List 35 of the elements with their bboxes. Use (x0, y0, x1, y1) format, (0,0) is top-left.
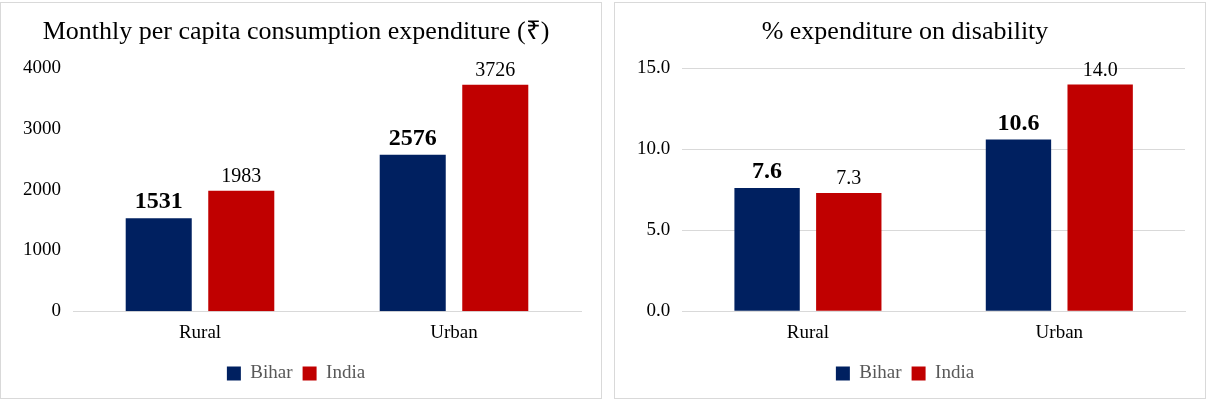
bar (462, 84, 529, 312)
data-label: 7.3 (836, 166, 862, 189)
x-tick-label: Rural (786, 320, 830, 342)
y-tick-label: 4000 (23, 56, 61, 78)
y-tick-label: 1000 (23, 238, 61, 260)
bar (125, 218, 192, 312)
legend-label: Bihar (250, 361, 294, 383)
bar (208, 190, 275, 312)
y-tick-label: 0 (51, 299, 61, 321)
x-tick-label: Urban (1035, 320, 1084, 342)
data-label: 10.6 (997, 108, 1040, 135)
legend-label: India (326, 361, 366, 383)
y-tick-label: 10.0 (637, 137, 671, 159)
data-label: 14.0 (1082, 57, 1118, 80)
legend-label: Bihar (859, 361, 903, 383)
bar (379, 154, 446, 312)
x-tick-label: Rural (178, 320, 222, 342)
data-label: 1531 (134, 187, 183, 214)
data-label: 7.6 (752, 157, 783, 184)
data-label: 1983 (221, 163, 262, 186)
bar (734, 188, 800, 311)
y-tick-label: 15.0 (637, 56, 671, 78)
y-tick-label: 5.0 (646, 218, 671, 240)
y-tick-label: 0.0 (646, 299, 671, 321)
x-tick-label: Urban (430, 320, 479, 342)
y-tick-label: 3000 (23, 116, 61, 138)
y-tick-label: 2000 (23, 177, 61, 199)
data-label: 2576 (388, 123, 437, 150)
chart-title: Monthly per capita consumption expenditure (₹) (42, 16, 550, 46)
bar (816, 192, 882, 311)
chart-title: % expenditure on disability (761, 16, 1049, 46)
bar (1067, 84, 1133, 311)
legend-label: India (935, 361, 975, 383)
bar (985, 139, 1052, 311)
data-label: 3726 (475, 58, 516, 81)
